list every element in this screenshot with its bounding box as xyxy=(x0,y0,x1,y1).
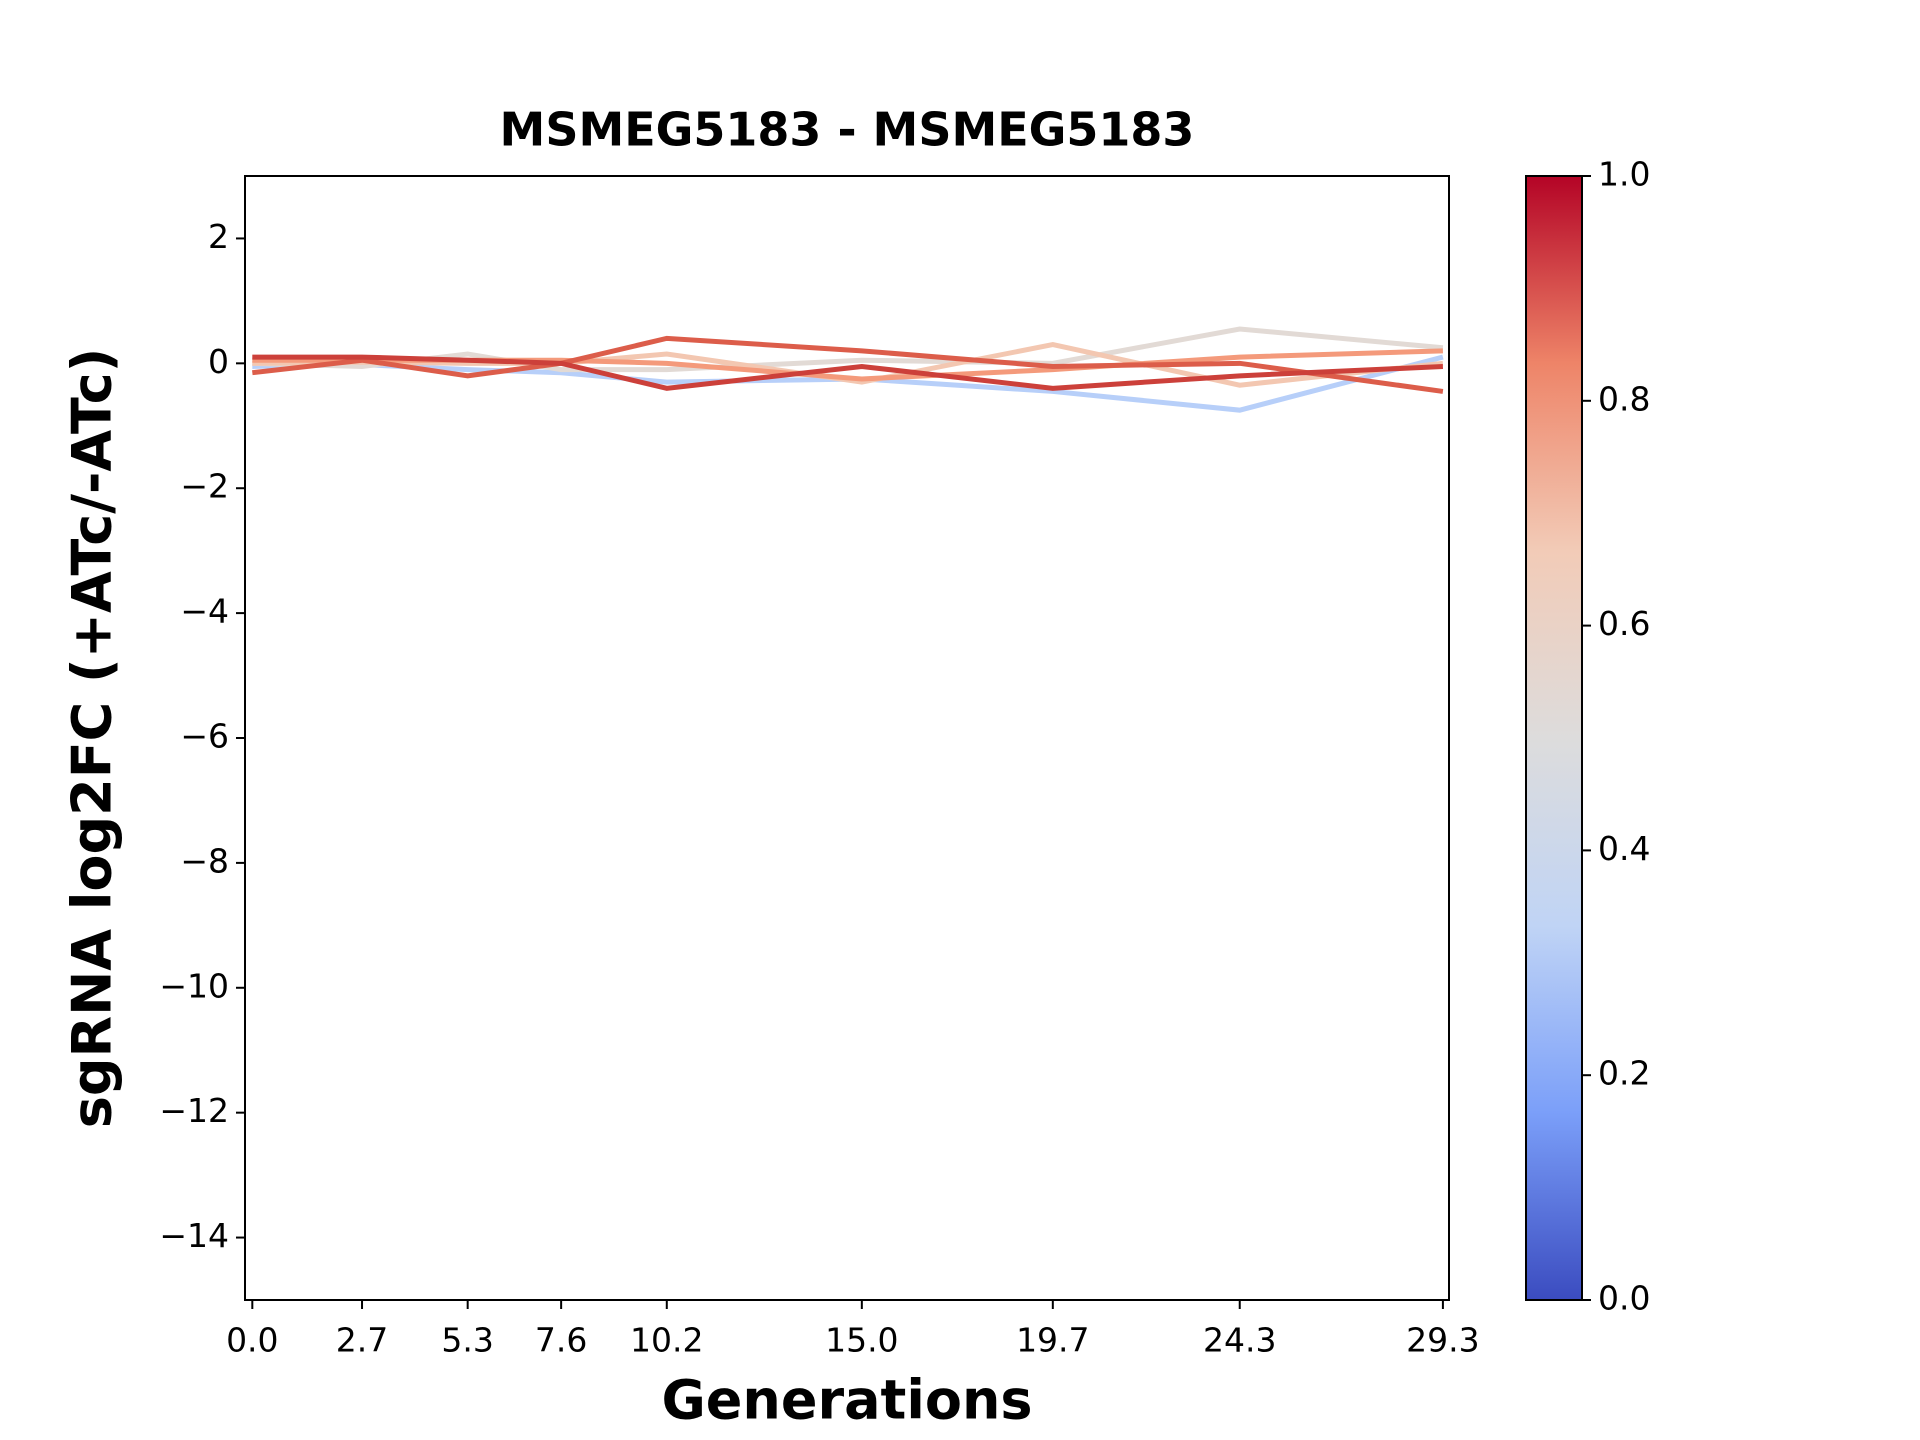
x-tick-label: 29.3 xyxy=(1406,1321,1479,1360)
colorbar-tick-label: 0.2 xyxy=(1598,1054,1650,1093)
colorbar xyxy=(1525,175,1583,1301)
x-axis-label: Generations xyxy=(661,1369,1032,1432)
plot-frame xyxy=(244,175,1450,1301)
y-tick-label: −12 xyxy=(159,1091,229,1130)
y-tick-label: −6 xyxy=(180,717,229,756)
x-tick-label: 7.6 xyxy=(535,1321,587,1360)
chart-title: MSMEG5183 - MSMEG5183 xyxy=(500,103,1195,157)
data-line xyxy=(252,335,1444,394)
colorbar-tick-label: 0.0 xyxy=(1598,1279,1650,1318)
colorbar-tick-label: 0.4 xyxy=(1598,829,1650,868)
y-axis-label: sgRNA log2FC (+ATc/-ATc) xyxy=(61,348,124,1129)
y-tick-label: −4 xyxy=(180,592,229,631)
y-tick-label: −10 xyxy=(159,966,229,1005)
y-tick-label: 0 xyxy=(208,342,229,381)
y-tick-label: −2 xyxy=(180,467,229,506)
y-tick-label: −14 xyxy=(159,1216,229,1255)
x-tick-label: 10.2 xyxy=(630,1321,703,1360)
x-tick-label: 2.7 xyxy=(336,1321,388,1360)
x-tick-label: 0.0 xyxy=(226,1321,278,1360)
x-tick-label: 24.3 xyxy=(1203,1321,1276,1360)
y-tick-label: 2 xyxy=(208,217,229,256)
colorbar-tick-label: 0.8 xyxy=(1598,379,1650,418)
data-line xyxy=(252,354,1444,391)
colorbar-tick-label: 1.0 xyxy=(1598,155,1650,194)
x-tick-label: 5.3 xyxy=(441,1321,493,1360)
x-tick-label: 15.0 xyxy=(825,1321,898,1360)
x-tick-label: 19.7 xyxy=(1016,1321,1089,1360)
colorbar-tick-label: 0.6 xyxy=(1598,604,1650,643)
y-tick-label: −8 xyxy=(180,841,229,880)
